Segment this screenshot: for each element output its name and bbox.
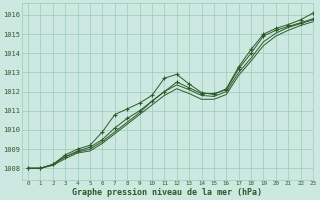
X-axis label: Graphe pression niveau de la mer (hPa): Graphe pression niveau de la mer (hPa) [72, 188, 262, 197]
